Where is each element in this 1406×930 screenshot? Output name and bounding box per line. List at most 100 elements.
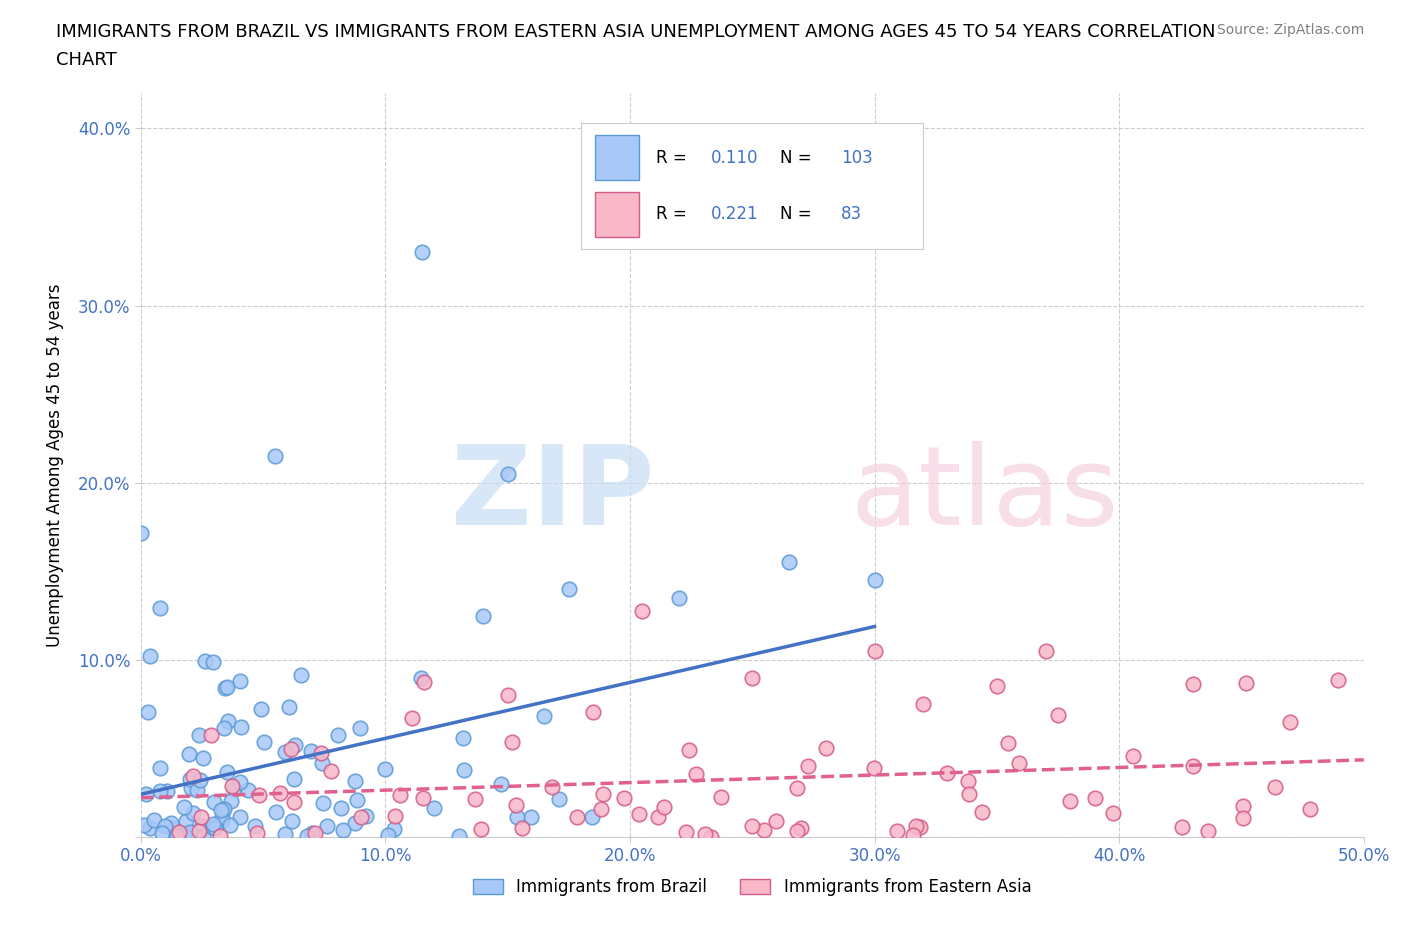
Point <box>301 826 323 841</box>
Point <box>188 727 211 742</box>
Point <box>1084 790 1107 805</box>
Point <box>814 741 837 756</box>
Point <box>1182 676 1205 691</box>
Point <box>283 794 305 809</box>
Point <box>181 769 204 784</box>
Point <box>280 741 302 756</box>
Point <box>135 787 157 802</box>
Point <box>330 800 353 815</box>
Point <box>173 800 195 815</box>
Point <box>190 809 212 824</box>
Point <box>1264 779 1286 794</box>
Point <box>1059 794 1081 809</box>
Point <box>1101 805 1123 820</box>
Point <box>295 829 318 844</box>
Point <box>489 777 512 791</box>
Point <box>411 671 433 685</box>
Point <box>212 802 235 817</box>
Point <box>247 788 270 803</box>
Point <box>166 828 188 843</box>
Point <box>581 810 603 825</box>
Point <box>678 742 700 757</box>
Point <box>1181 759 1204 774</box>
Point <box>243 818 266 833</box>
Point <box>790 820 813 835</box>
Point <box>506 809 529 824</box>
Text: atlas: atlas <box>851 441 1119 549</box>
Point <box>654 800 676 815</box>
Point <box>281 813 304 828</box>
Point <box>191 818 214 833</box>
Point <box>997 736 1019 751</box>
Point <box>384 808 406 823</box>
Point <box>311 755 333 770</box>
Point <box>905 818 928 833</box>
Point <box>200 727 222 742</box>
Point <box>129 525 152 540</box>
Point <box>957 774 980 789</box>
Point <box>1035 644 1057 658</box>
Point <box>191 829 214 844</box>
Point <box>204 820 226 835</box>
Point <box>274 745 297 760</box>
Point <box>173 828 195 843</box>
Point <box>741 818 763 833</box>
Point <box>221 793 243 808</box>
Point <box>541 779 564 794</box>
Point <box>236 782 259 797</box>
Point <box>1197 824 1219 839</box>
Point <box>165 828 187 843</box>
Point <box>269 786 291 801</box>
Point <box>350 810 373 825</box>
Point <box>156 783 179 798</box>
Point <box>229 674 252 689</box>
Point <box>149 784 172 799</box>
Point <box>449 828 471 843</box>
Text: Source: ZipAtlas.com: Source: ZipAtlas.com <box>1216 23 1364 37</box>
Point <box>970 804 993 819</box>
Point <box>201 655 224 670</box>
Point <box>520 809 543 824</box>
Point <box>346 792 368 807</box>
Point <box>183 806 205 821</box>
Point <box>217 714 239 729</box>
Point <box>142 813 165 828</box>
Point <box>148 761 170 776</box>
Point <box>548 791 571 806</box>
Point <box>765 814 787 829</box>
Point <box>453 731 475 746</box>
Point <box>464 791 486 806</box>
Point <box>179 771 201 786</box>
Point <box>253 735 276 750</box>
Point <box>180 780 202 795</box>
Point <box>264 448 287 463</box>
Point <box>384 821 406 836</box>
Point <box>221 778 243 793</box>
Point <box>312 796 335 811</box>
Point <box>160 816 183 830</box>
Point <box>214 802 236 817</box>
Text: IMMIGRANTS FROM BRAZIL VS IMMIGRANTS FROM EASTERN ASIA UNEMPLOYMENT AMONG AGES 4: IMMIGRANTS FROM BRAZIL VS IMMIGRANTS FRO… <box>56 23 1216 41</box>
Point <box>741 671 763 685</box>
Point <box>592 787 614 802</box>
Point <box>693 827 716 842</box>
Point <box>139 821 162 836</box>
Point <box>326 727 349 742</box>
Point <box>423 801 446 816</box>
Point <box>627 807 650 822</box>
Point <box>1232 799 1254 814</box>
Point <box>496 467 519 482</box>
Point <box>208 829 231 844</box>
Point <box>316 818 339 833</box>
Point <box>211 814 233 829</box>
Point <box>778 555 800 570</box>
Point <box>222 781 245 796</box>
Point <box>557 581 581 596</box>
Point <box>229 775 252 790</box>
Point <box>278 699 301 714</box>
Point <box>710 789 733 804</box>
Point <box>332 822 354 837</box>
Point <box>668 591 690 605</box>
Point <box>153 818 176 833</box>
Point <box>250 702 273 717</box>
